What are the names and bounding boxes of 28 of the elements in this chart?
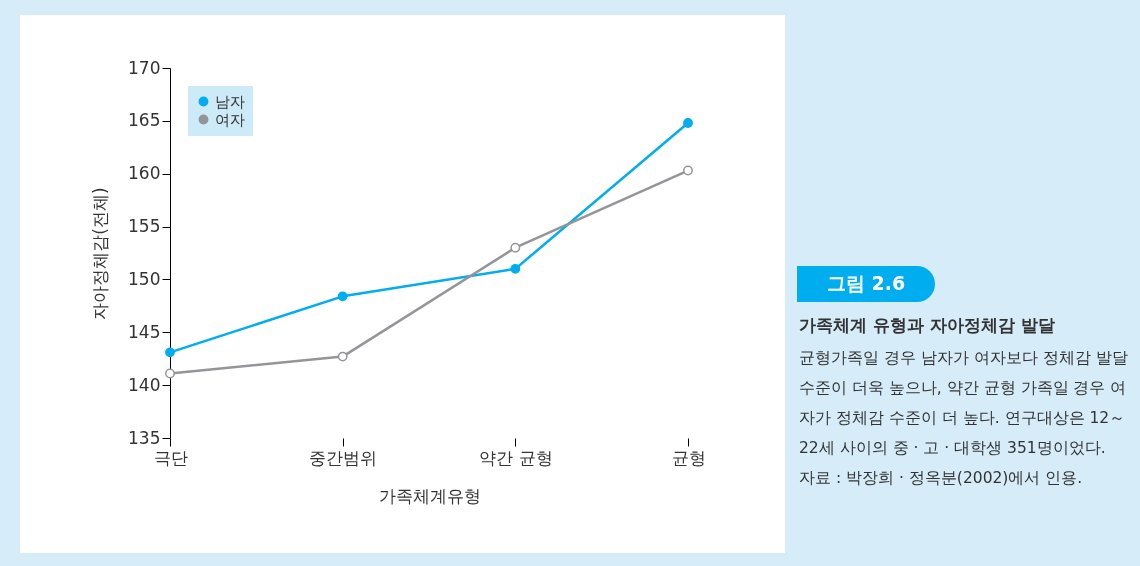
point [337, 351, 348, 362]
y-axis-title: 자아정체감(전체) [90, 187, 111, 320]
point [683, 165, 693, 176]
text: 그림 2.6 [797, 266, 936, 302]
y-tick-label: 145 [128, 321, 161, 342]
y-tick-label: 140 [128, 374, 161, 395]
x-axis-title: 가족체계유형 [378, 485, 481, 506]
y-tick-label: 155 [128, 216, 161, 237]
text: 균형가족일 경우 남자가 여자보다 정체감 발달수준이 더욱 높으나, 약간 균형 가족일 경우 여자가 정체감 수준이 더 높다. 연구대상은 12～22세 사이의 중 · 고 · 대학생 351명이었다. [799, 348, 1129, 459]
legend-label: 여자 [215, 110, 245, 129]
y-tick-label: 165 [128, 110, 161, 131]
point [165, 368, 175, 379]
point [165, 347, 175, 358]
x-tick-label: 중간범위 [309, 447, 378, 468]
text: 가족체계 유형과 자아정체감 발달 [799, 314, 1056, 337]
text: 자료 : 박장희 · 정옥분(2002)에서 인용. [799, 468, 1084, 489]
point [510, 242, 521, 253]
legend-label: 남자 [215, 92, 245, 111]
x-tick-label: 극단 [153, 447, 188, 468]
y-tick-label: 170 [128, 57, 161, 78]
point [510, 263, 521, 274]
point [337, 291, 348, 302]
y-tick-label: 150 [128, 268, 161, 289]
x-tick-label: 약간 균형 [479, 447, 553, 468]
x-tick-label: 균형 [671, 447, 706, 468]
point [683, 118, 693, 128]
y-tick-label: 135 [128, 427, 161, 448]
y-tick-label: 160 [128, 163, 161, 184]
